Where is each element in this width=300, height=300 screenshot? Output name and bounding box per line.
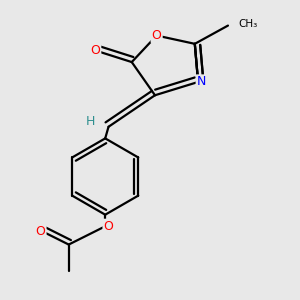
Text: H: H bbox=[85, 115, 95, 128]
Text: O: O bbox=[36, 225, 45, 238]
Text: O: O bbox=[152, 29, 162, 42]
Text: N: N bbox=[197, 76, 206, 88]
Text: O: O bbox=[103, 220, 113, 233]
Text: O: O bbox=[90, 44, 100, 57]
Text: CH₃: CH₃ bbox=[238, 19, 257, 29]
